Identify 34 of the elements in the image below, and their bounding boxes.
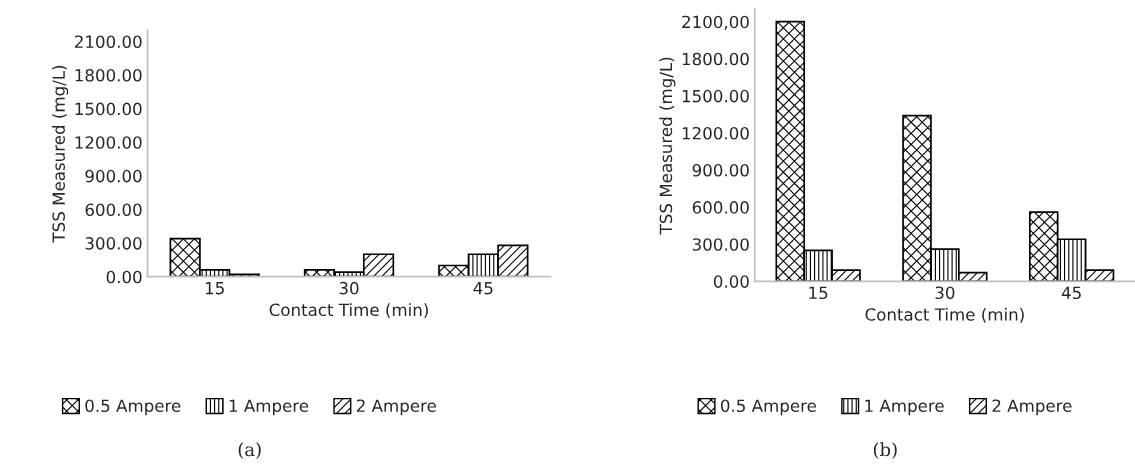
y-tick-label: 1500.00 [682, 89, 749, 103]
text: (a) [238, 442, 261, 459]
x-tick-label: 15 [205, 282, 224, 295]
y-tick-label: 1800.00 [682, 52, 749, 66]
y-tick-label: 600.00 [692, 201, 749, 214]
x-axis-title: Contact Time (min) [865, 307, 1024, 323]
y-tick-label: 1200.00 [75, 136, 142, 149]
y-tick-label: 2100,00 [682, 15, 749, 30]
y-tick-label: 300.00 [85, 237, 142, 250]
legend-label: 1 Ampere [865, 399, 944, 416]
x-tick-label: 30 [935, 286, 955, 300]
legend-label: 1 Ampere [229, 399, 309, 416]
y-tick-label: 0.00 [713, 275, 749, 288]
legend-label: 0.5 Ampere [720, 399, 816, 416]
y-tick-label: 2100.00 [74, 35, 142, 48]
legend-label: 2 Ampere [992, 399, 1072, 416]
text: (b) [873, 442, 897, 459]
y-tick-label: 0.00 [106, 270, 142, 284]
x-axis-title: Contact Time (min) [269, 303, 428, 319]
x-tick-label: 45 [1061, 286, 1081, 300]
y-tick-label: 1500.00 [75, 102, 142, 116]
y-tick-label: 300.00 [692, 238, 749, 251]
legend-label: 0.5 Ampere [85, 399, 181, 416]
x-tick-label: 45 [473, 282, 493, 295]
x-tick-label: 15 [809, 286, 828, 300]
legend-label: 2 Ampere [356, 399, 436, 416]
y-axis-title: TSS Measured (mg/L) [52, 65, 69, 243]
y-tick-label: 900.00 [85, 169, 142, 183]
y-tick-label: 1200.00 [682, 126, 749, 140]
y-tick-label: 600.00 [85, 203, 142, 217]
y-tick-label: 900.00 [692, 164, 749, 177]
y-tick-label: 1800.00 [75, 69, 142, 82]
y-axis-title: TSS Measured (mg/L) [659, 57, 676, 235]
x-tick-label: 30 [339, 281, 359, 295]
